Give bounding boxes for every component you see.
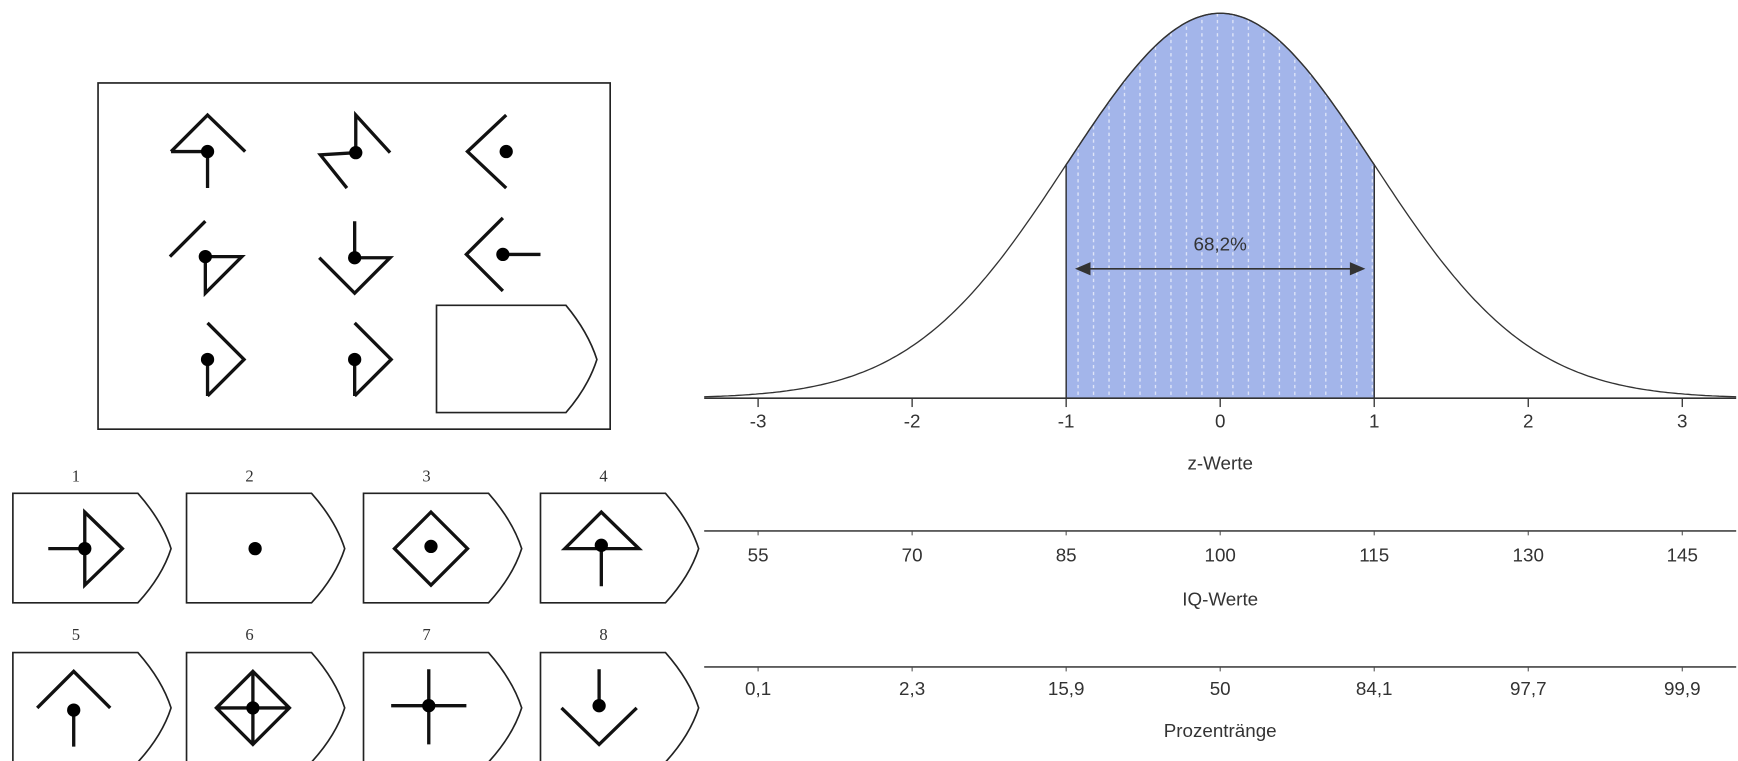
option-dot xyxy=(246,701,259,714)
option-label: 6 xyxy=(245,625,253,644)
matrix-puzzle: 1 2 3 4 5 6 7 8 xyxy=(13,83,699,761)
answer-option xyxy=(540,493,698,603)
answer-option xyxy=(187,653,345,761)
percentile-tick-label: 50 xyxy=(1210,678,1231,699)
x-tick-label: 1 xyxy=(1369,411,1379,432)
iq-axis-title: IQ-Werte xyxy=(1182,589,1258,610)
option-dot xyxy=(424,540,437,553)
option-dot xyxy=(78,542,91,555)
iq-tick-label: 85 xyxy=(1056,544,1077,565)
x-axis-title: z-Werte xyxy=(1187,453,1252,474)
shaded-texture xyxy=(1066,13,1374,398)
percentile-tick-label: 84,1 xyxy=(1356,678,1393,699)
x-tick-label: 0 xyxy=(1215,411,1225,432)
option-label: 5 xyxy=(72,625,80,644)
percentile-axis-title: Prozentränge xyxy=(1164,720,1277,741)
x-tick-label: 2 xyxy=(1523,411,1533,432)
answer-option xyxy=(13,653,171,761)
option-label: 1 xyxy=(72,467,80,486)
x-tick-label: -1 xyxy=(1058,411,1075,432)
option-dot xyxy=(592,699,605,712)
option-frame xyxy=(364,493,522,603)
percentile-tick-label: 0,1 xyxy=(745,678,771,699)
percentile-tick-label: 2,3 xyxy=(899,678,925,699)
answer-options: 1 2 3 4 5 6 7 8 xyxy=(13,467,699,761)
answer-option xyxy=(364,493,522,603)
option-label: 3 xyxy=(422,467,430,486)
answer-option xyxy=(364,653,522,761)
iq-tick-label: 100 xyxy=(1205,544,1236,565)
percentile-tick-label: 99,9 xyxy=(1664,678,1701,699)
option-frame xyxy=(187,493,345,603)
option-label: 4 xyxy=(599,467,608,486)
option-dot xyxy=(67,703,80,716)
x-tick-label: 3 xyxy=(1677,411,1687,432)
option-dot xyxy=(595,539,608,552)
answer-option xyxy=(540,653,698,761)
option-dot xyxy=(248,542,261,555)
option-dot xyxy=(422,699,435,712)
option-label: 7 xyxy=(422,625,430,644)
option-label: 2 xyxy=(245,467,253,486)
percentile-tick-label: 15,9 xyxy=(1048,678,1085,699)
option-frame xyxy=(13,493,171,603)
answer-option xyxy=(13,493,171,603)
x-tick-label: -3 xyxy=(750,411,767,432)
iq-tick-label: 55 xyxy=(748,544,769,565)
iq-tick-label: 130 xyxy=(1513,544,1544,565)
iq-tick-label: 145 xyxy=(1667,544,1698,565)
x-tick-label: -2 xyxy=(904,411,921,432)
iq-tick-label: 70 xyxy=(902,544,923,565)
percentile-tick-label: 97,7 xyxy=(1510,678,1547,699)
iq-tick-label: 115 xyxy=(1359,544,1389,565)
option-frame xyxy=(540,653,698,761)
option-label: 8 xyxy=(599,625,607,644)
answer-option xyxy=(187,493,345,603)
normal-distribution-chart: 68,2% -3 55 0,1 -2 70 2,3 -1 85 15,9 0 100 50 1 115 84,… xyxy=(704,13,1736,741)
annotation: 68,2% xyxy=(1194,234,1248,255)
page: 1 2 3 4 5 6 7 8 68,2% -3 55 0,1 -2 70 2,3 -1 85 15,9 0 100… xyxy=(0,0,1738,761)
